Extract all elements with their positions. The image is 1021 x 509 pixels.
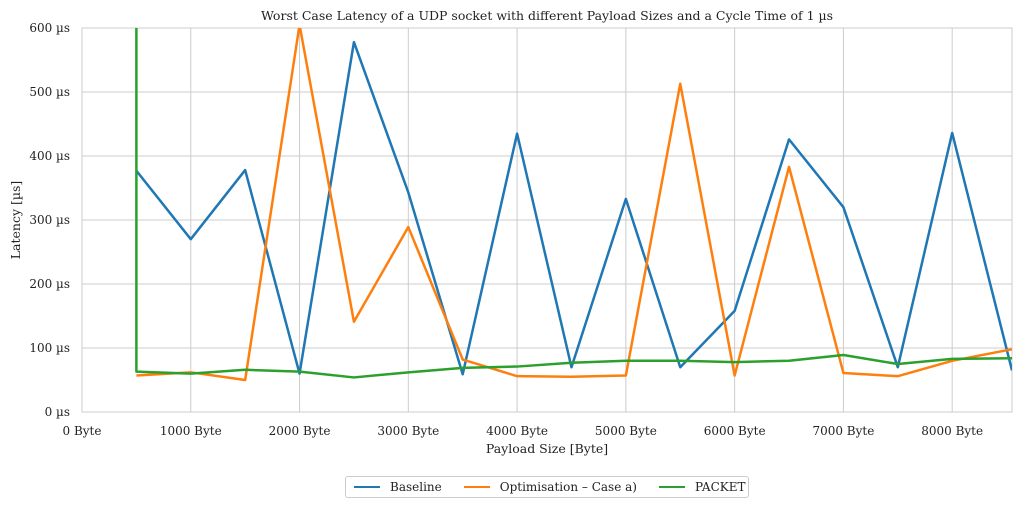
y-axis-label: Latency [µs] xyxy=(8,181,23,260)
legend-swatch-optimisation xyxy=(463,486,490,488)
y-tick-label: 400 µs xyxy=(29,149,70,163)
series-lines xyxy=(135,28,1012,382)
x-tick-label: 1000 Byte xyxy=(160,424,222,438)
x-tick-label: 3000 Byte xyxy=(377,424,439,438)
x-tick-label: 8000 Byte xyxy=(921,424,983,438)
x-tick-label: 2000 Byte xyxy=(269,424,331,438)
y-tick-label: 200 µs xyxy=(29,277,70,291)
legend: Baseline Optimisation – Case a) PACKET xyxy=(345,476,749,498)
y-tick-label: 0 µs xyxy=(45,405,70,419)
plot-frame xyxy=(81,27,1013,413)
y-tick-label: 500 µs xyxy=(29,85,70,99)
x-tick-labels: 0 Byte 1000 Byte 2000 Byte 3000 Byte 4000 By… xyxy=(63,424,984,438)
chart-title: Worst Case Latency of a UDP socket with … xyxy=(261,8,833,23)
series-line-packet xyxy=(135,28,1012,379)
series-line-baseline xyxy=(135,40,1012,376)
legend-item-optimisation: Optimisation – Case a) xyxy=(463,480,637,494)
legend-label-optimisation: Optimisation – Case a) xyxy=(499,480,637,494)
y-tick-label: 100 µs xyxy=(29,341,70,355)
x-axis-label: Payload Size [Byte] xyxy=(486,441,608,456)
x-tick-label: 7000 Byte xyxy=(812,424,874,438)
x-tick-label: 4000 Byte xyxy=(486,424,548,438)
series-line-optimisation-case-a xyxy=(136,28,1012,382)
legend-swatch-baseline xyxy=(354,486,380,488)
legend-label-packet: PACKET xyxy=(694,480,746,494)
y-tick-label: 600 µs xyxy=(29,21,70,35)
legend-label-baseline: Baseline xyxy=(390,480,442,494)
y-tick-label: 300 µs xyxy=(29,213,70,227)
legend-swatch-packet xyxy=(658,486,685,488)
legend-item-baseline: Baseline xyxy=(354,480,442,494)
y-tick-labels: 0 µs 100 µs 200 µs 300 µs 400 µs 500 µs 600 µs xyxy=(29,21,70,419)
x-tick-label: 6000 Byte xyxy=(704,424,766,438)
legend-item-packet: PACKET xyxy=(658,480,746,494)
x-tick-label: 5000 Byte xyxy=(595,424,657,438)
x-tick-label: 0 Byte xyxy=(63,424,102,438)
